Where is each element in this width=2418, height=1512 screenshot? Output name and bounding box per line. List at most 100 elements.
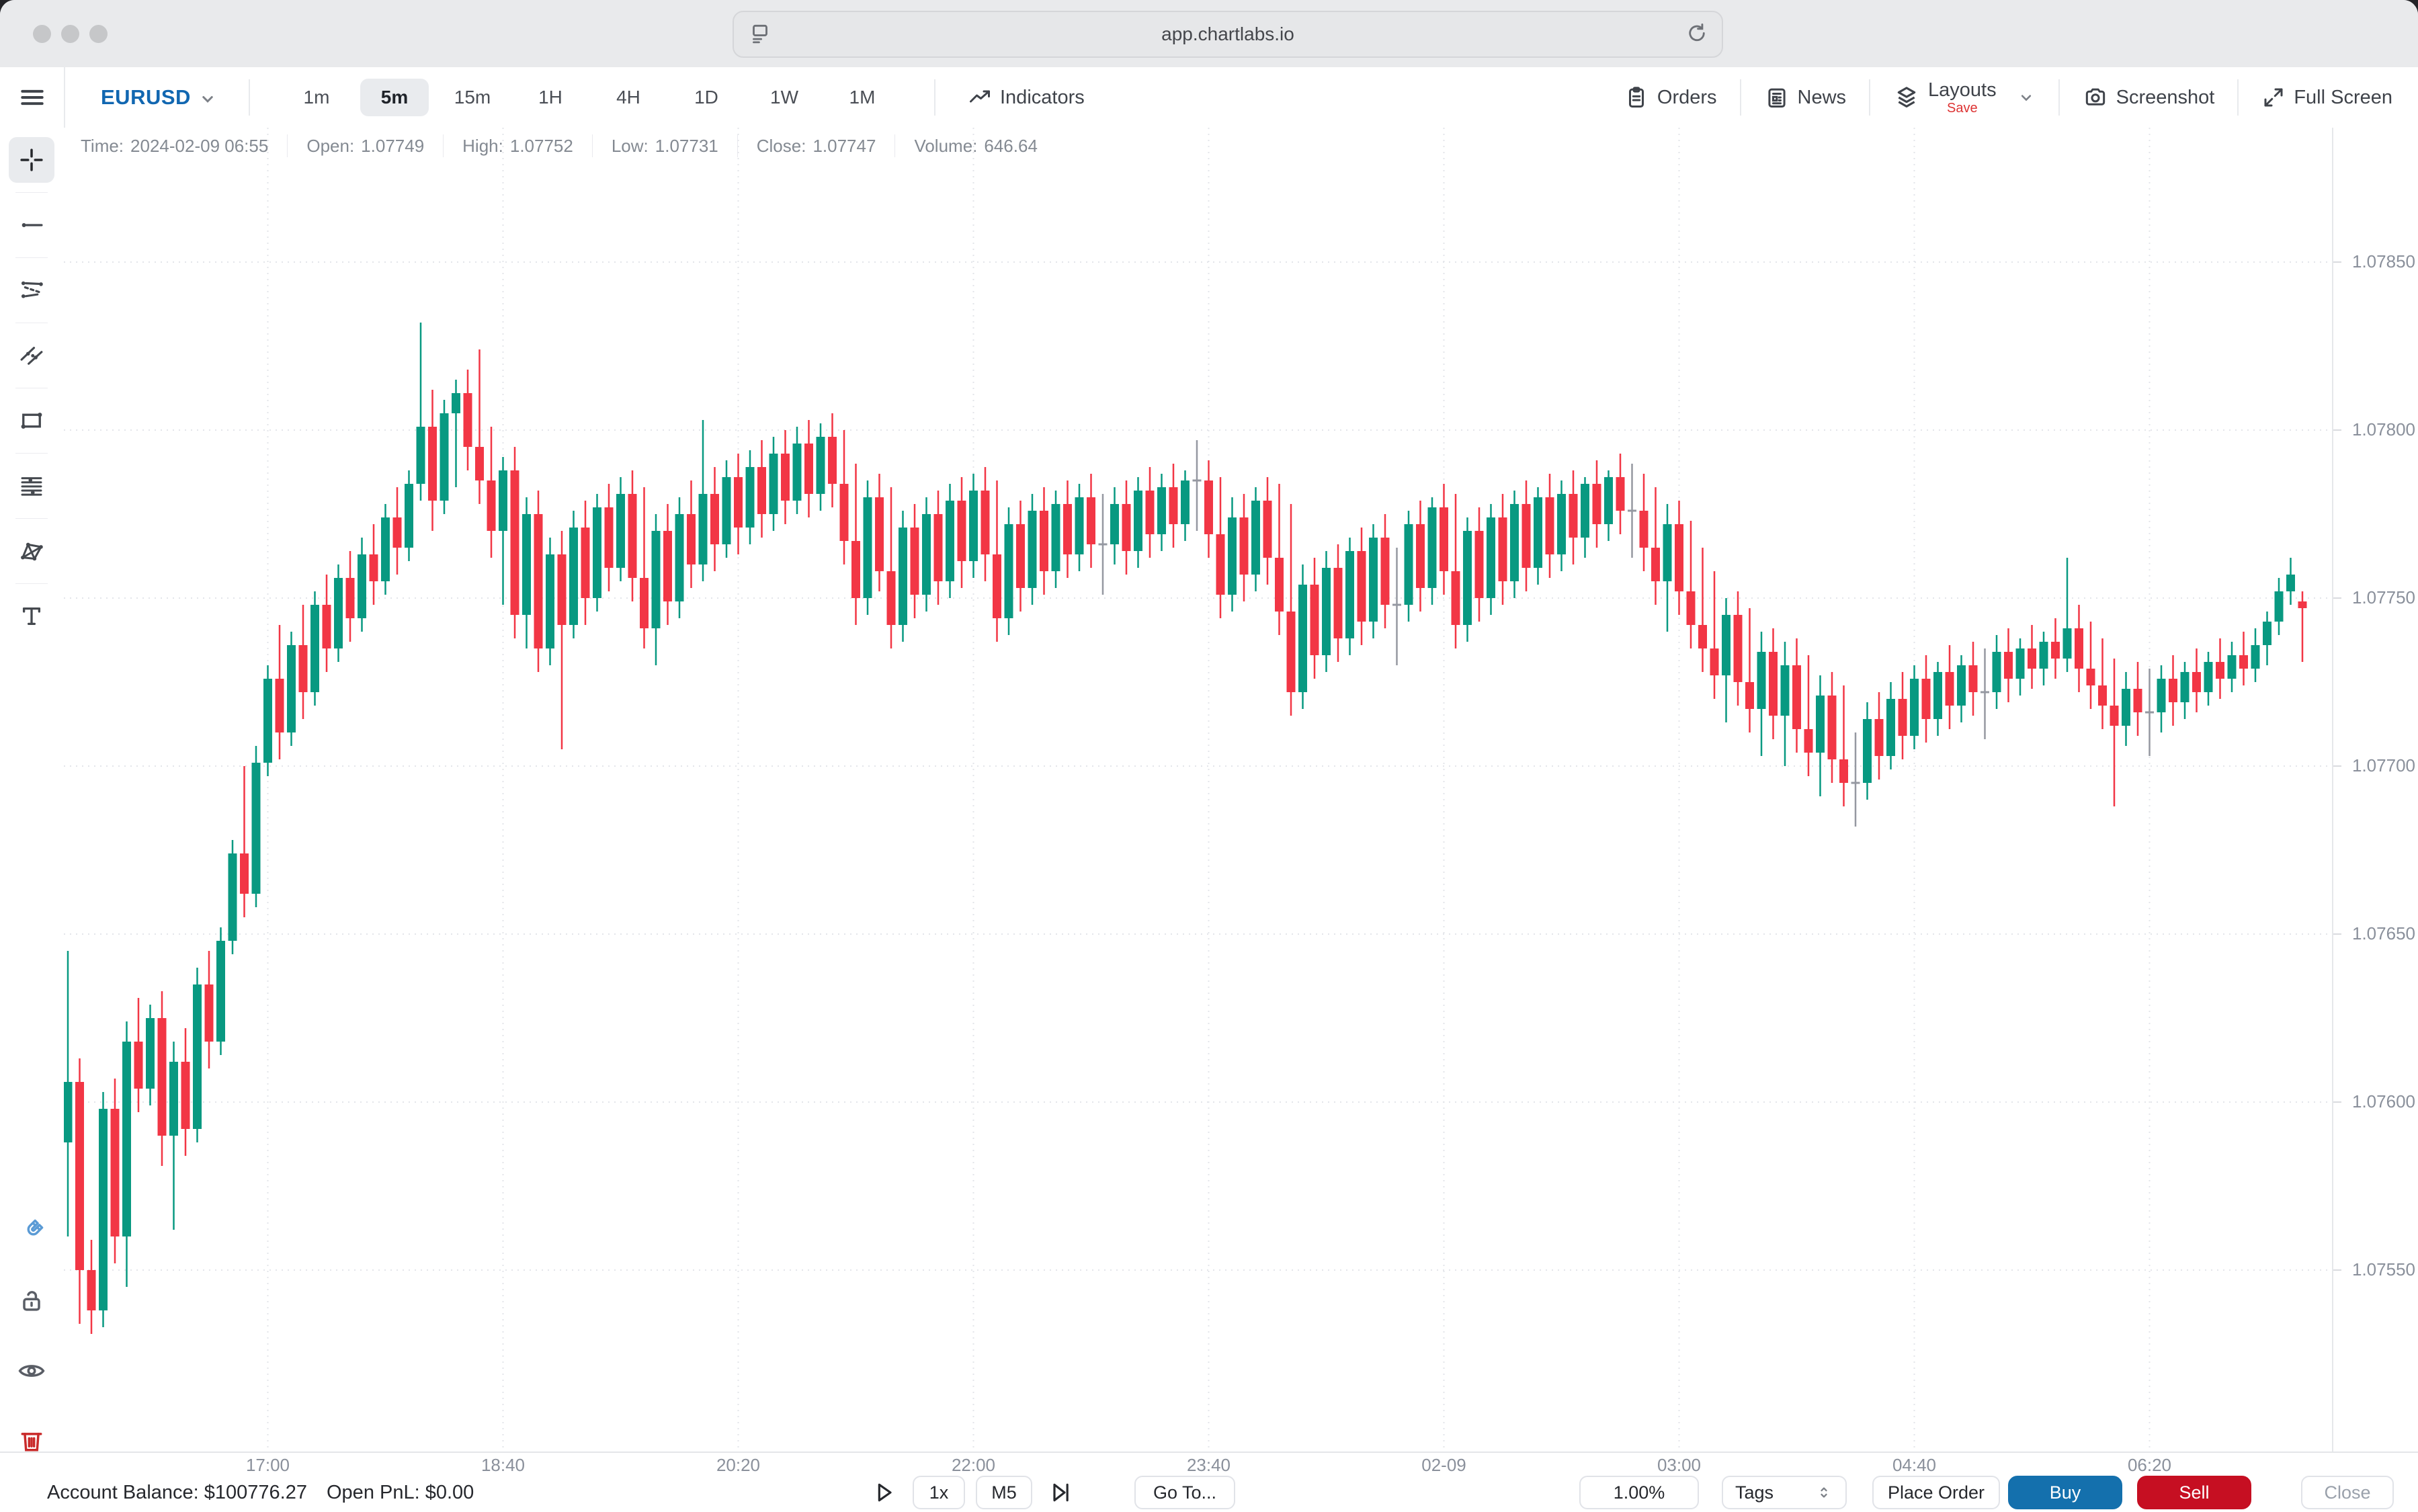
tags-label: Tags [1735,1482,1774,1503]
trend-ray-icon [17,211,46,239]
camera-icon [2083,85,2108,110]
parallel-channel-tool[interactable] [9,267,54,313]
news-button[interactable]: News [1759,85,1852,110]
fullscreen-button[interactable]: Full Screen [2256,85,2398,110]
fib-retracement-icon [17,472,46,500]
timeframe-1W[interactable]: 1W [770,87,798,108]
info-label: Time: [81,135,124,156]
screenshot-button[interactable]: Screenshot [2077,85,2220,110]
bar-timeframe-button[interactable]: M5 [976,1476,1032,1509]
info-value: 1.07731 [655,135,718,156]
fib-retracement-tool[interactable] [9,463,54,509]
trend-ray-tool[interactable] [9,202,54,248]
info-volume: Volume: 646.64 [914,136,1037,157]
time-label-20:20: 20:20 [716,1455,761,1475]
tool-divider [15,453,48,454]
info-label: Open: [306,135,355,156]
toolbar-separator [1869,79,1871,116]
delete-drawings-button[interactable] [10,1419,53,1462]
xabcd-pattern-tool[interactable] [9,528,54,574]
info-value: 1.07747 [812,135,876,156]
time-label-02-09: 02-09 [1421,1455,1466,1475]
window-close-button[interactable] [33,25,51,43]
close-position-button[interactable]: Close [2301,1476,2394,1509]
drawing-toolbar [0,128,65,1473]
price-tick [2333,933,2341,935]
buy-button[interactable]: Buy [2008,1476,2122,1509]
clipboard-icon [1624,85,1649,110]
timeframe-1M[interactable]: 1M [849,87,876,108]
info-close: Close: 1.07747 [757,136,876,157]
fullscreen-icon [2261,85,2286,110]
timeframe-15m[interactable]: 15m [454,87,491,108]
info-value: 646.64 [984,135,1038,156]
open-pnl-label: Open PnL: [327,1481,420,1503]
sell-button[interactable]: Sell [2137,1476,2251,1509]
time-label-17:00: 17:00 [245,1455,290,1475]
timeframe-5m[interactable]: 5m [360,79,429,116]
price-label-1.07600: 1.07600 [2352,1091,2415,1111]
rectangle-tool[interactable] [9,398,54,444]
url-text[interactable]: app.chartlabs.io [1161,24,1294,44]
time-label-18:40: 18:40 [481,1455,526,1475]
info-separator [894,134,896,157]
time-label-06:20: 06:20 [2127,1455,2172,1475]
reload-icon[interactable] [1684,22,1710,47]
place-order-button[interactable]: Place Order [1872,1476,2000,1509]
info-separator [591,134,593,157]
lock-button[interactable] [10,1279,53,1322]
chevron-down-icon[interactable] [2017,88,2036,107]
window-minimize-button[interactable] [61,25,79,43]
account-balance-value: $100776.27 [204,1481,307,1503]
time-axis[interactable]: 17:00 18:40 20:20 22:00 23:40 02-09 03:00 04:40… [0,1452,2418,1475]
timeframe-1D[interactable]: 1D [694,87,718,108]
info-label: High: [462,135,503,156]
hamburger-icon [17,83,47,112]
symbol-selector[interactable]: EURUSD [101,67,218,128]
info-value: 2024-02-09 06:55 [130,135,269,156]
reader-mode-icon[interactable] [747,22,773,47]
timeframe-1m[interactable]: 1m [303,87,330,108]
symbol-name: EURUSD [101,85,191,109]
text-tool[interactable] [9,593,54,639]
tool-divider [15,518,48,519]
trash-icon [17,1426,46,1456]
address-bar[interactable]: app.chartlabs.io [733,11,1723,58]
info-value: 1.07752 [509,135,573,156]
info-time: Time: 2024-02-09 06:55 [81,136,268,157]
price-label-1.07550: 1.07550 [2352,1259,2415,1279]
indicators-button[interactable]: Indicators [968,67,1085,128]
layers-icon [1893,84,1920,111]
timeframe-1H[interactable]: 1H [538,87,562,108]
app-toolbar: EURUSD 1m 5m 15m 1H 4H 1D 1W 1M Indicators [0,67,2418,129]
price-axis[interactable]: 1.07850 1.07800 1.07750 1.07700 1.07650 1.076… [2332,128,2418,1452]
browser-titlebar: app.chartlabs.io [0,0,2418,69]
info-label: Volume: [914,135,978,156]
newspaper-icon [1764,85,1790,110]
chart-canvas[interactable] [64,128,2332,1452]
menu-button[interactable] [0,67,65,128]
speed-button[interactable]: 1x [913,1476,965,1509]
magnet-mode-button[interactable] [10,1210,53,1253]
timeframe-row: 1m 5m 15m 1H 4H 1D 1W 1M [282,67,897,128]
price-tick [2333,765,2341,767]
eye-icon [17,1356,46,1386]
window-zoom-button[interactable] [89,25,108,43]
visibility-button[interactable] [10,1349,53,1392]
crosshair-tool[interactable] [8,137,54,183]
trend-lines-tool[interactable] [9,333,54,378]
tags-select[interactable]: Tags [1722,1476,1847,1509]
time-label-03:00: 03:00 [1657,1455,1702,1475]
open-pnl: Open PnL: $0.00 [327,1482,474,1504]
candlestick-chart[interactable] [64,128,2332,1452]
step-forward-button[interactable] [1043,1476,1079,1509]
rectangle-icon [17,407,46,435]
layouts-button[interactable]: Layouts Save [1888,80,2041,115]
indicators-label: Indicators [1000,86,1085,108]
goto-button[interactable]: Go To... [1134,1476,1235,1509]
risk-percent-button[interactable]: 1.00% [1579,1476,1699,1509]
info-value: 1.07749 [361,135,425,156]
orders-button[interactable]: Orders [1618,85,1722,110]
play-button[interactable] [866,1476,902,1509]
timeframe-4H[interactable]: 4H [616,87,640,108]
